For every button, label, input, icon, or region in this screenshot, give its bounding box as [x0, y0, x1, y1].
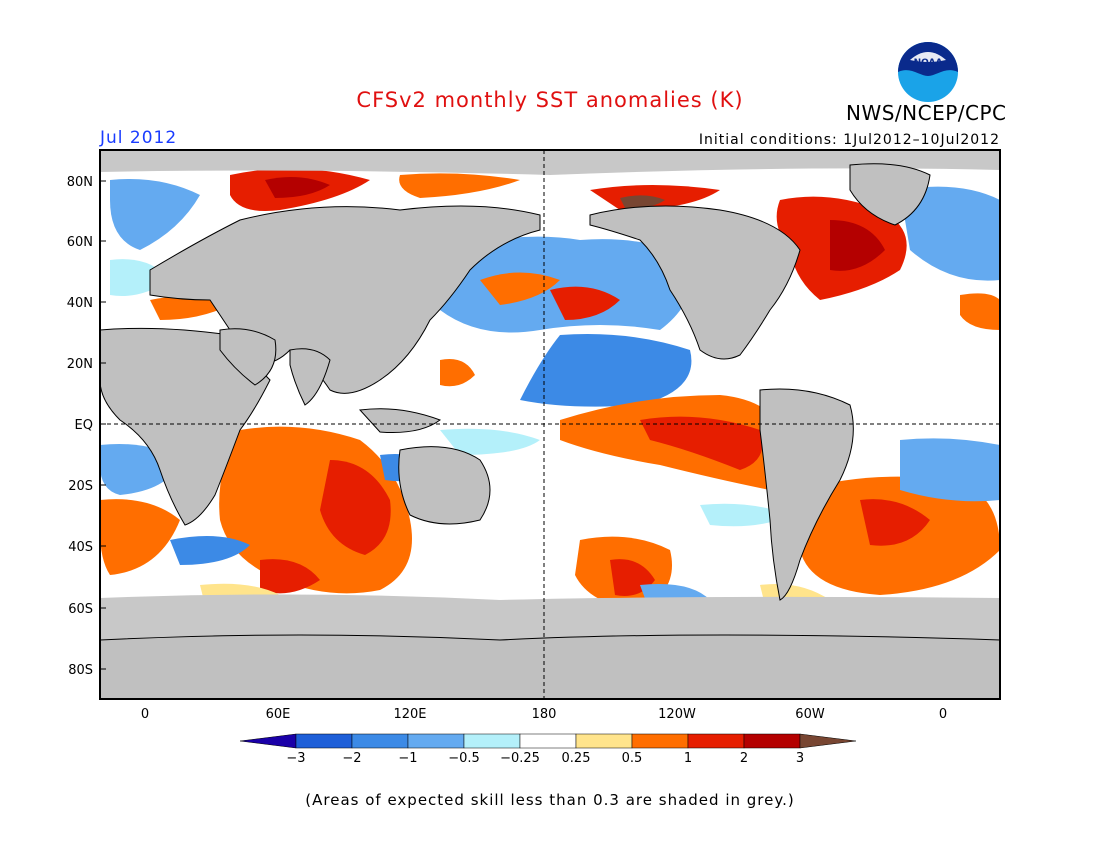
lat-label: 80S — [68, 663, 93, 678]
arabia — [219, 328, 277, 386]
lon-label: 180 — [532, 707, 557, 722]
lat-label: 40N — [67, 296, 93, 311]
north-america — [589, 205, 801, 360]
colorbar-segment — [575, 733, 633, 749]
colorbar-segment — [631, 733, 689, 749]
noaa-logo: NOAA — [896, 40, 960, 108]
lat-label: 20N — [67, 357, 93, 372]
colorbar-under-arrow — [239, 733, 297, 749]
lat-tick-labels: 80N 60N 40N 20N EQ 20S 40S 60S 80S — [67, 175, 106, 678]
footnote: (Areas of expected skill less than 0.3 a… — [305, 791, 795, 809]
lat-label: 40S — [68, 540, 93, 555]
lon-label: 120W — [658, 707, 696, 722]
colorbar-segment — [743, 733, 801, 749]
colorbar: −3 −2 −1 −0.5 −0.25 0.25 0.5 1 2 3 — [239, 733, 857, 766]
logo-text: NOAA — [914, 58, 943, 68]
south-america — [759, 388, 854, 601]
lon-label: 60E — [266, 707, 291, 722]
colorbar-segment — [351, 733, 409, 749]
lon-label: 0 — [939, 707, 947, 722]
lon-tick-labels: 0 60E 120E 180 120W 60W 0 — [141, 707, 947, 722]
lon-label: 60W — [795, 707, 825, 722]
colorbar-segment — [407, 733, 465, 749]
colorbar-label: 2 — [740, 751, 748, 766]
lat-label: 60N — [67, 235, 93, 250]
greenland — [849, 163, 931, 226]
antarctica — [100, 634, 1000, 699]
colorbar-segment — [519, 733, 577, 749]
colorbar-label: −2 — [342, 751, 361, 766]
colorbar-segment — [687, 733, 745, 749]
initial-conditions: Initial conditions: 1Jul2012–10Jul2012 — [698, 132, 1000, 148]
colorbar-label: 3 — [796, 751, 804, 766]
lat-label: 20S — [68, 479, 93, 494]
page-title: CFSv2 monthly SST anomalies (K) — [356, 88, 744, 112]
map-content — [100, 150, 1000, 699]
lat-label: 80N — [67, 175, 93, 190]
colorbar-label: 0.5 — [622, 751, 643, 766]
month-label: Jul 2012 — [100, 128, 178, 148]
colorbar-label: −3 — [286, 751, 305, 766]
agency-label: NWS/NCEP/CPC — [846, 101, 1007, 125]
colorbar-over-arrow — [799, 733, 857, 749]
lon-label: 120E — [393, 707, 426, 722]
colorbar-label: 1 — [684, 751, 692, 766]
colorbar-segment — [295, 733, 353, 749]
australia — [398, 446, 491, 525]
colorbar-label: 0.25 — [562, 751, 591, 766]
colorbar-label: −0.25 — [500, 751, 540, 766]
colorbar-segment — [463, 733, 521, 749]
lon-label: 0 — [141, 707, 149, 722]
lat-label: 60S — [68, 602, 93, 617]
india — [289, 348, 331, 406]
low-skill-arctic — [100, 150, 1000, 175]
lat-label: EQ — [75, 418, 93, 433]
land-masses — [100, 163, 1000, 699]
indonesia — [358, 408, 442, 433]
colorbar-label: −0.5 — [448, 751, 480, 766]
colorbar-label: −1 — [398, 751, 417, 766]
